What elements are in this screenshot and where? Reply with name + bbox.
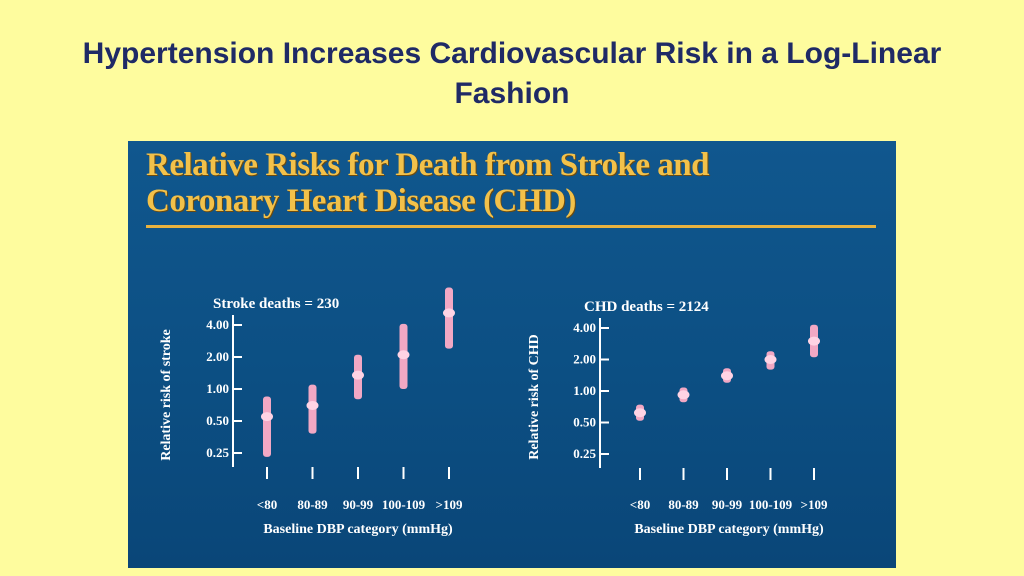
- chart-2-x-tick-label: 100-109: [749, 497, 793, 512]
- chart-1-x-tick-label: >109: [436, 497, 463, 512]
- chart-1-x-tick-label: 90-99: [343, 497, 374, 512]
- chart-2-y-tick-label: 2.00: [573, 352, 596, 367]
- chart-2-death-count: CHD deaths = 2124: [584, 299, 709, 315]
- chart-1-y-tick-label: 4.00: [206, 317, 229, 332]
- chart-1-point: [443, 308, 455, 318]
- chart-1-ci-bar: [445, 287, 453, 349]
- chart-2-y-axis-title: Relative risk of CHD: [527, 334, 542, 460]
- chart-2-point: [634, 408, 646, 418]
- figure-panel: Relative Risks for Death from Stroke and…: [128, 141, 896, 568]
- figure-title-line-1: Relative Risks for Death from Stroke and: [146, 147, 709, 183]
- chart-1-y-tick-label: 2.00: [206, 349, 229, 364]
- chart-1-point: [352, 370, 364, 380]
- chart-2-point: [677, 390, 690, 400]
- chart-2-x-tick-label: 90-99: [712, 497, 743, 512]
- chart-2-x-tick-label: <80: [630, 497, 650, 512]
- chart-1-death-count: Stroke deaths = 230: [213, 296, 339, 312]
- chart-1-y-tick-label: 0.25: [206, 445, 229, 460]
- chart-1-point: [306, 400, 319, 410]
- chart-2-y-tick-label: 0.50: [573, 415, 596, 430]
- chart-1-x-axis-title: Baseline DBP category (mmHg): [263, 522, 453, 537]
- chart-1-y-axis-title: Relative risk of stroke: [159, 329, 174, 461]
- chart-2-y-tick-label: 4.00: [573, 320, 596, 335]
- chart-1-y-tick-label: 1.00: [206, 381, 229, 396]
- chart-2-x-tick-label: >109: [801, 497, 828, 512]
- chart-1-x-tick-label: 80-89: [297, 497, 328, 512]
- chart-1-point: [397, 350, 410, 360]
- title-underline: [146, 225, 876, 228]
- chart-1-x-tick-label: <80: [257, 497, 277, 512]
- chart-2-x-tick-label: 80-89: [668, 497, 699, 512]
- chart-1-ci-bar: [263, 396, 271, 457]
- chart-2-x-axis-title: Baseline DBP category (mmHg): [634, 522, 824, 537]
- figure-title-line-2: Coronary Heart Disease (CHD): [146, 183, 576, 219]
- chart-2-point: [721, 371, 733, 381]
- slide-title: Hypertension Increases Cardiovascular Ri…: [82, 37, 942, 110]
- chart-2-y-tick-label: 0.25: [573, 446, 596, 461]
- chart-1-x-tick-label: 100-109: [382, 497, 426, 512]
- chart-2-point: [764, 355, 777, 364]
- chart-2-y-tick-label: 1.00: [573, 383, 596, 398]
- figure-title: Relative Risks for Death from Stroke and…: [146, 147, 886, 219]
- charts-svg: Stroke deaths = 230 4.00 2.00 1.00 0.50 0.25 R…: [159, 287, 828, 537]
- chart-2-point: [808, 336, 820, 346]
- chart-1-point: [261, 412, 273, 422]
- chart-1-y-tick-label: 0.50: [206, 413, 229, 428]
